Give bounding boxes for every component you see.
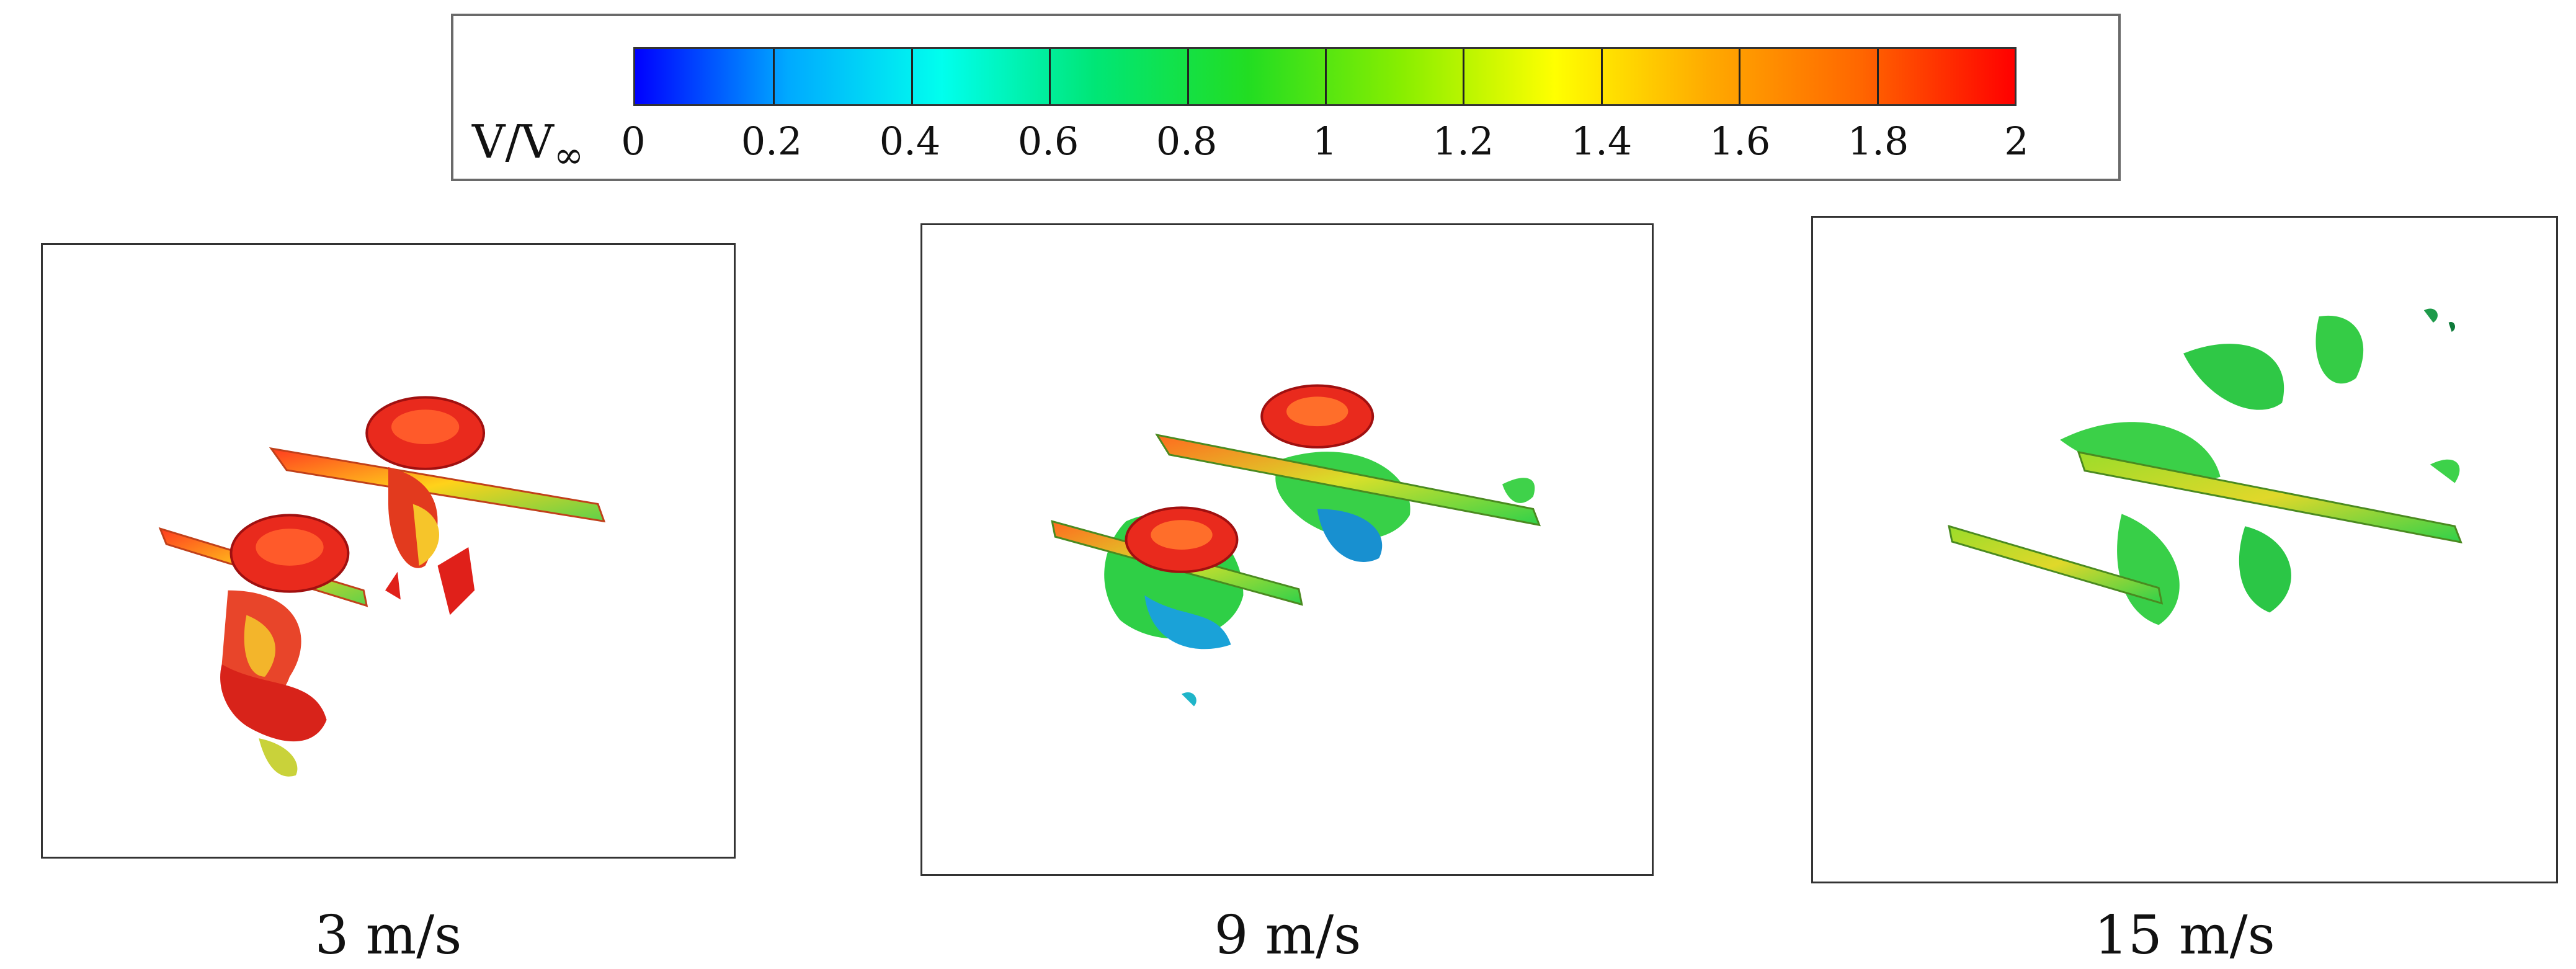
colorbar-division bbox=[1463, 49, 1465, 104]
colorbar-tick-label: 0.6 bbox=[1017, 118, 1079, 164]
colorbar-division bbox=[1739, 49, 1741, 104]
colorbar-tick-label: 0.8 bbox=[1156, 118, 1218, 164]
colorbar-tick-label: 1.8 bbox=[1847, 118, 1909, 164]
colorbar-label: V/V∞ bbox=[472, 115, 584, 176]
colorbar-gradient bbox=[633, 47, 2017, 106]
colorbar-division bbox=[1187, 49, 1189, 104]
colorbar-tick-label: 1 bbox=[1313, 118, 1337, 164]
colorbar-tick-label: 2 bbox=[2004, 118, 2029, 164]
colorbar-division bbox=[773, 49, 775, 104]
colorbar-division bbox=[911, 49, 913, 104]
caption-15ms: 15 m/s bbox=[2094, 904, 2275, 967]
colorbar-legend: V/V∞ 0 0.2 0.4 0.6 0.8 1 1.2 1.4 1.6 1.8 2 bbox=[451, 14, 2121, 181]
colorbar-tick-label: 1.6 bbox=[1709, 118, 1771, 164]
caption-9ms: 9 m/s bbox=[1214, 904, 1362, 967]
colorbar-tick-label: 0 bbox=[621, 118, 646, 164]
colorbar-division bbox=[1049, 49, 1051, 104]
colorbar-tick-label: 1.4 bbox=[1571, 118, 1633, 164]
iso-surface-9ms bbox=[1051, 384, 1541, 707]
panel-9ms bbox=[920, 223, 1654, 876]
iso-surface-3ms bbox=[158, 396, 606, 777]
colorbar-division bbox=[1600, 49, 1603, 104]
panel-3ms bbox=[41, 243, 736, 859]
iso-surface-15ms bbox=[1948, 308, 2462, 625]
colorbar-division bbox=[1325, 49, 1327, 104]
colorbar-division bbox=[1876, 49, 1879, 104]
panel-15ms bbox=[1811, 216, 2558, 883]
colorbar-tick-label: 1.2 bbox=[1432, 118, 1494, 164]
colorbar-tick-label: 0.2 bbox=[741, 118, 803, 164]
caption-3ms: 3 m/s bbox=[314, 904, 462, 967]
colorbar-tick-label: 0.4 bbox=[879, 118, 941, 164]
